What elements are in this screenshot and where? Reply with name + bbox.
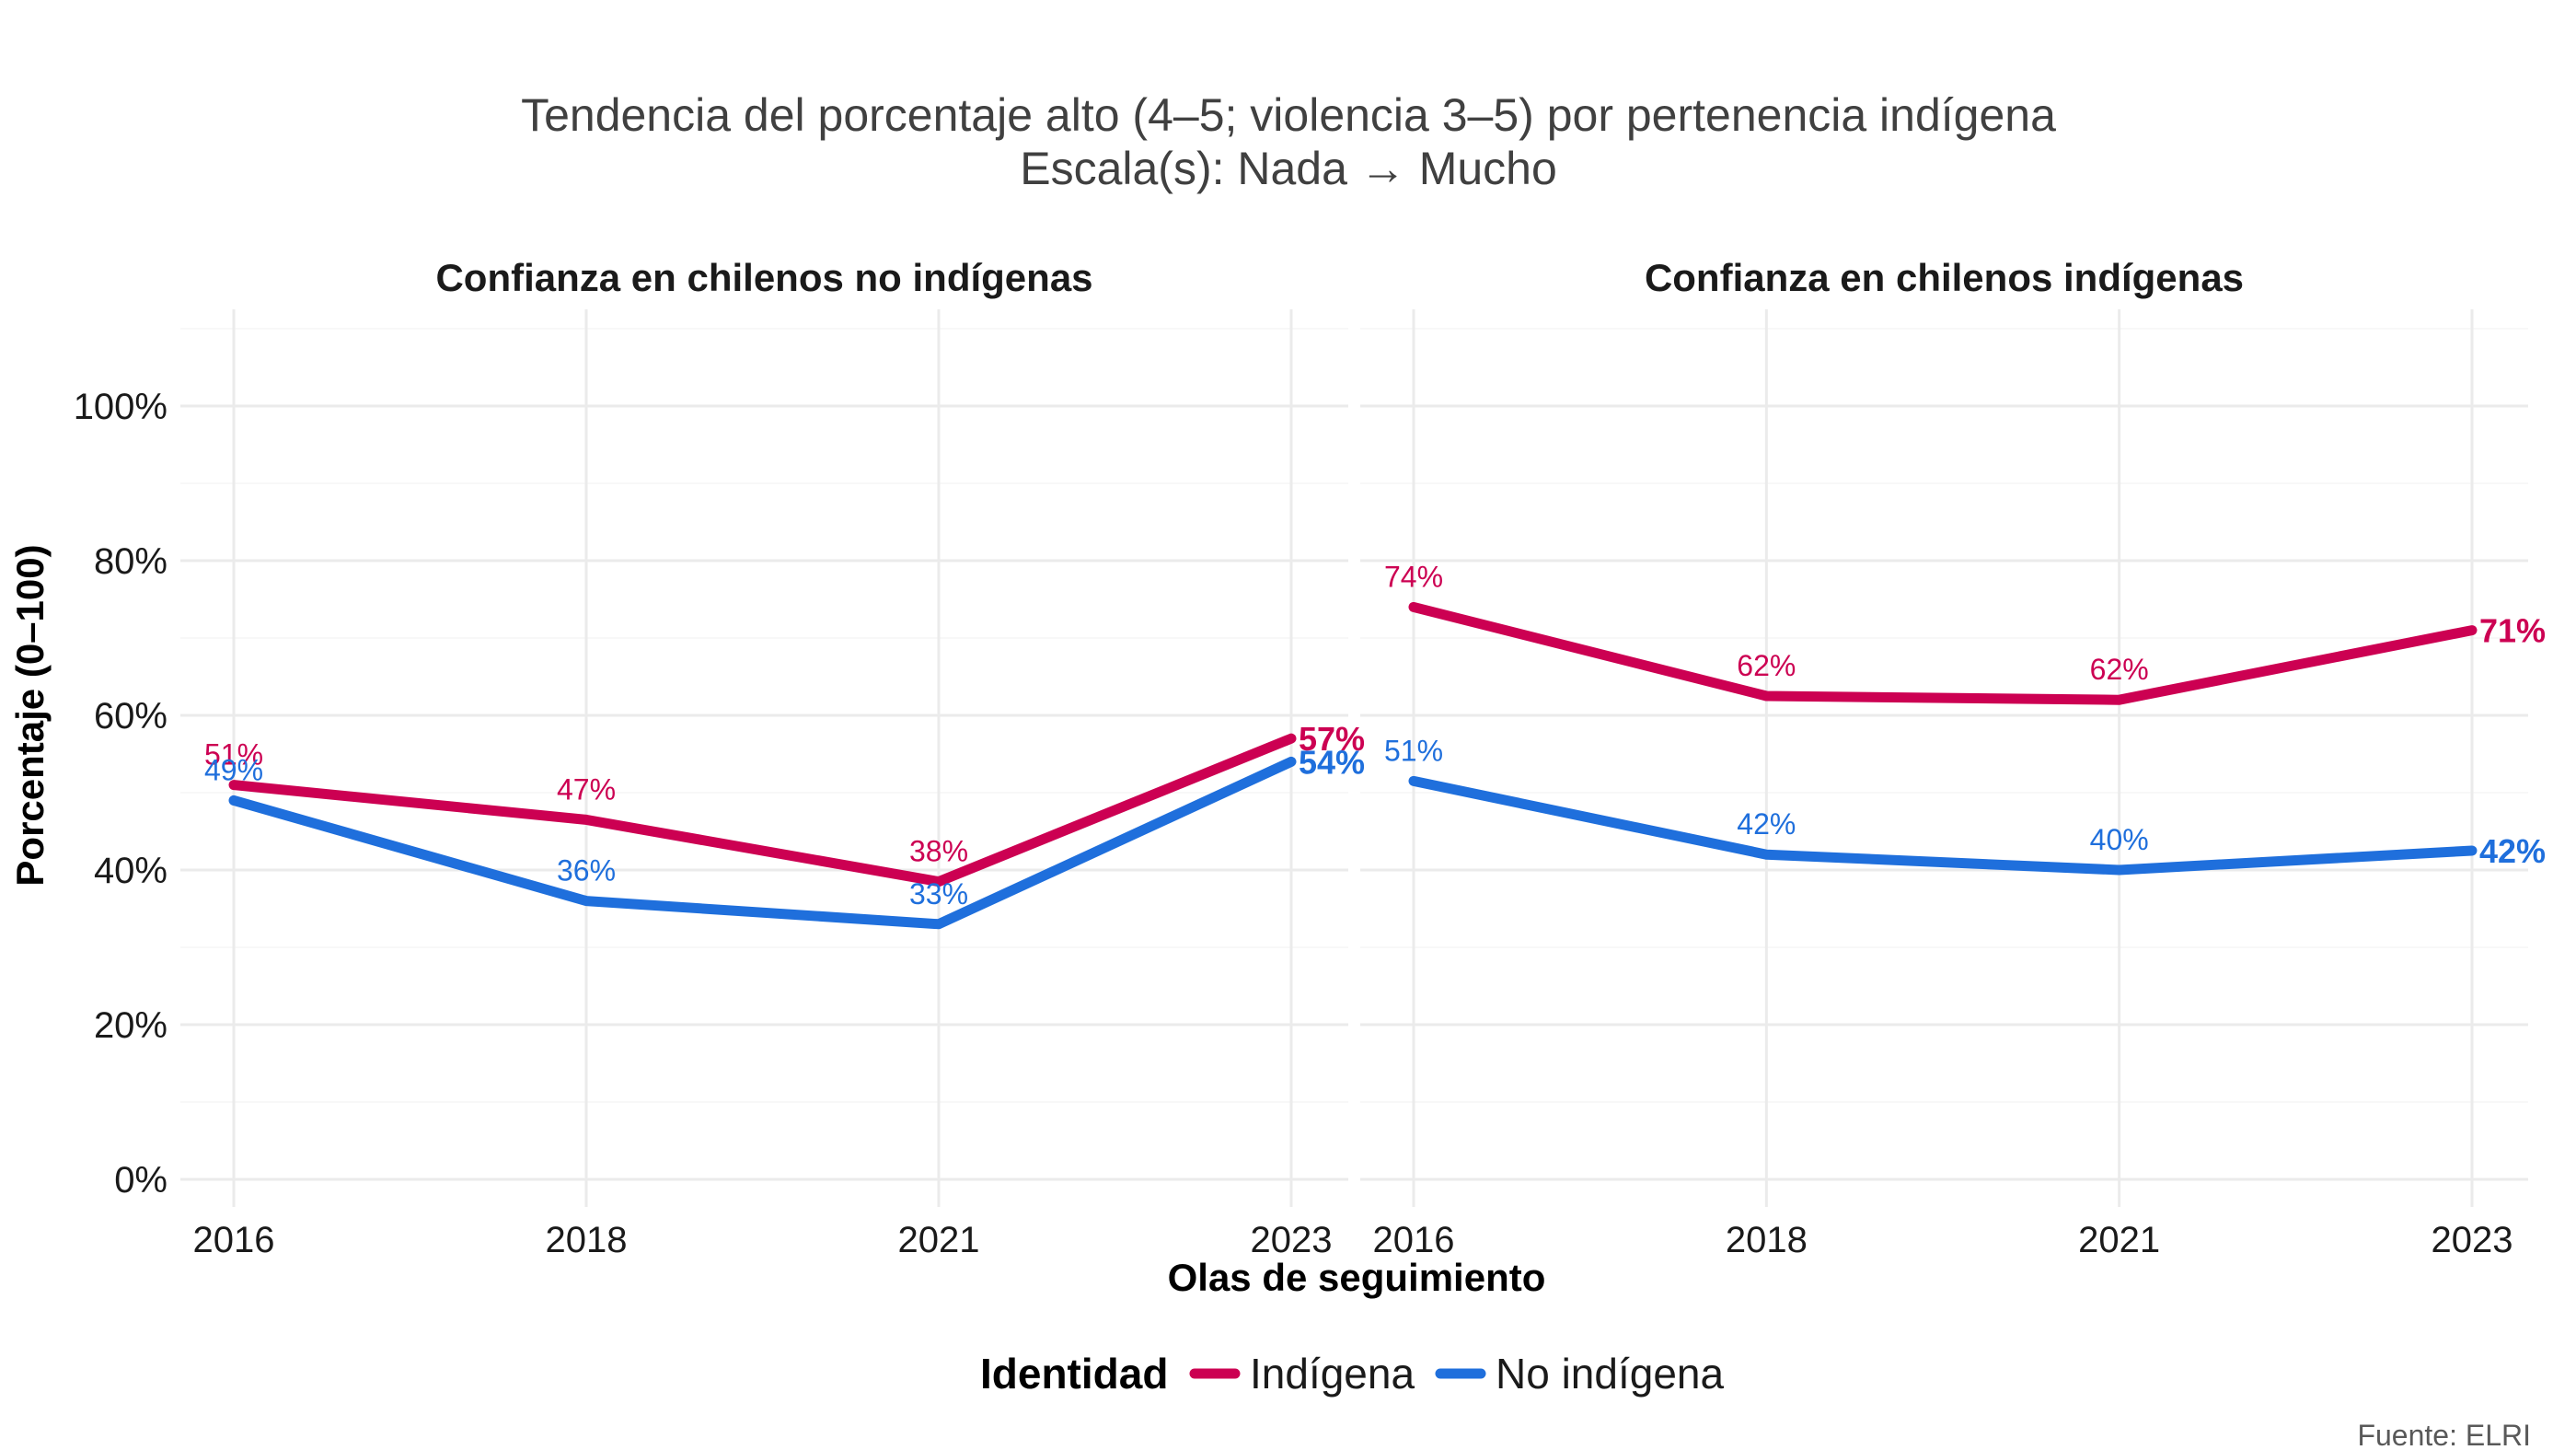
facet-panels: Confianza en chilenos no indígenas 0% 20% 4…: [74, 256, 2546, 1260]
x-tick-label: 2021: [2078, 1220, 2160, 1260]
facet-title: Confianza en chilenos no indígenas: [435, 256, 1092, 299]
x-tick-label: 2018: [546, 1220, 628, 1260]
chart-title: Tendencia del porcentaje alto (4–5; viol…: [521, 89, 2056, 141]
data-label: 51%: [204, 738, 263, 771]
data-label: 62%: [1737, 649, 1796, 682]
data-label: 71%: [2479, 612, 2546, 650]
facet-title: Confianza en chilenos indígenas: [1645, 256, 2244, 299]
data-label: 33%: [909, 877, 968, 911]
x-axis-title: Olas de seguimiento: [1168, 1256, 1546, 1299]
y-axis-title: Porcentaje (0–100): [8, 544, 52, 886]
series-line-no-indigena: [228, 756, 1297, 930]
data-label: 42%: [1737, 807, 1796, 841]
y-tick-label: 100%: [74, 387, 167, 427]
y-tick-label: 60%: [94, 696, 167, 737]
y-tick-label: 80%: [94, 541, 167, 582]
x-tick-label: 2023: [1251, 1220, 1333, 1260]
y-tick-label: 40%: [94, 851, 167, 891]
series-line-no-indigena: [1408, 775, 2478, 876]
caption-source: Fuente: ELRI: [2357, 1419, 2531, 1450]
data-label: 42%: [2479, 832, 2546, 870]
data-label: 40%: [2090, 823, 2149, 856]
data-label: 51%: [1384, 734, 1443, 767]
data-label: 36%: [557, 854, 616, 887]
legend-label-no-indigena: No indígena: [1496, 1350, 1724, 1398]
legend-label-indigena: Indígena: [1250, 1350, 1415, 1398]
data-label: 49%: [204, 753, 263, 786]
x-tick-label: 2023: [2432, 1220, 2513, 1260]
legend: Identidad Indígena No indígena: [980, 1350, 1724, 1398]
chart-subtitle: Escala(s): Nada → Mucho: [1020, 143, 1557, 194]
x-tick-label: 2016: [1373, 1220, 1455, 1260]
data-label: 38%: [909, 835, 968, 868]
data-label: 62%: [2090, 653, 2149, 686]
data-label: 57%: [1299, 720, 1365, 758]
data-label: 54%: [1299, 743, 1365, 781]
data-label: 74%: [1384, 560, 1443, 593]
x-tick-label: 2018: [1726, 1220, 1808, 1260]
legend-title: Identidad: [980, 1350, 1168, 1398]
panel-2: Confianza en chilenos indígenas 2016 2018 2…: [1360, 256, 2546, 1260]
y-tick-label: 20%: [94, 1005, 167, 1046]
x-tick-label: 2021: [898, 1220, 980, 1260]
series-line-indigena: [228, 733, 1297, 887]
data-label: 47%: [557, 772, 616, 806]
panel-1: Confianza en chilenos no indígenas 0% 20% 4…: [74, 256, 1365, 1260]
series-line-indigena: [1408, 601, 2478, 705]
x-tick-label: 2016: [193, 1220, 275, 1260]
y-tick-label: 0%: [114, 1160, 167, 1201]
